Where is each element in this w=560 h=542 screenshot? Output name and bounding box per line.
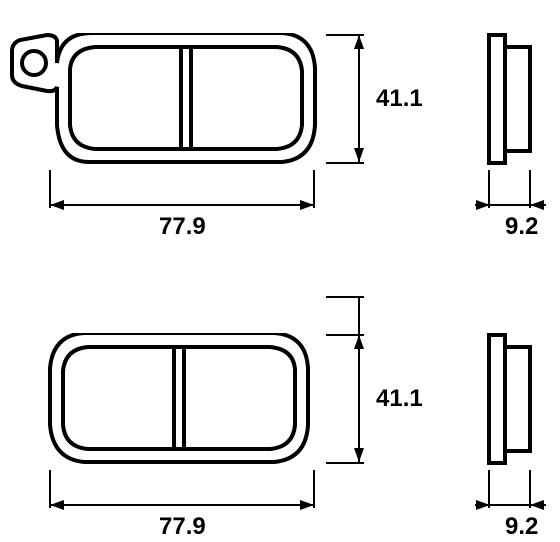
dim-extension-line [326,462,364,464]
pad-bottom-side-view [487,333,541,475]
dim-line [358,298,360,462]
dim-arrow [50,200,64,210]
dim-arrow [354,335,364,349]
dim-arrow [476,200,490,210]
dim-arrow [300,500,314,510]
dim-width-label: 77.9 [159,213,206,241]
dim-line [358,36,360,162]
dim-thickness-label: 9.2 [505,213,538,241]
dim-arrow [530,200,544,210]
dim-thickness-label: 9.2 [505,513,538,541]
dim-arrow [476,500,490,510]
dim-arrow [354,35,364,49]
dim-line [51,504,313,506]
dim-arrow [50,500,64,510]
dim-line [51,204,313,206]
pad-top-side-view [487,33,541,175]
pad-bottom-front-view [48,333,323,475]
dim-height-label: 41.1 [376,385,423,413]
dim-arrow [354,448,364,462]
dim-arrow [530,500,544,510]
dim-height-label: 41.1 [376,85,423,113]
pad-top-front-view [10,33,317,175]
dim-arrow [354,148,364,162]
dim-arrow [300,200,314,210]
dim-extension-line [326,162,364,164]
dim-width-label: 77.9 [159,513,206,541]
